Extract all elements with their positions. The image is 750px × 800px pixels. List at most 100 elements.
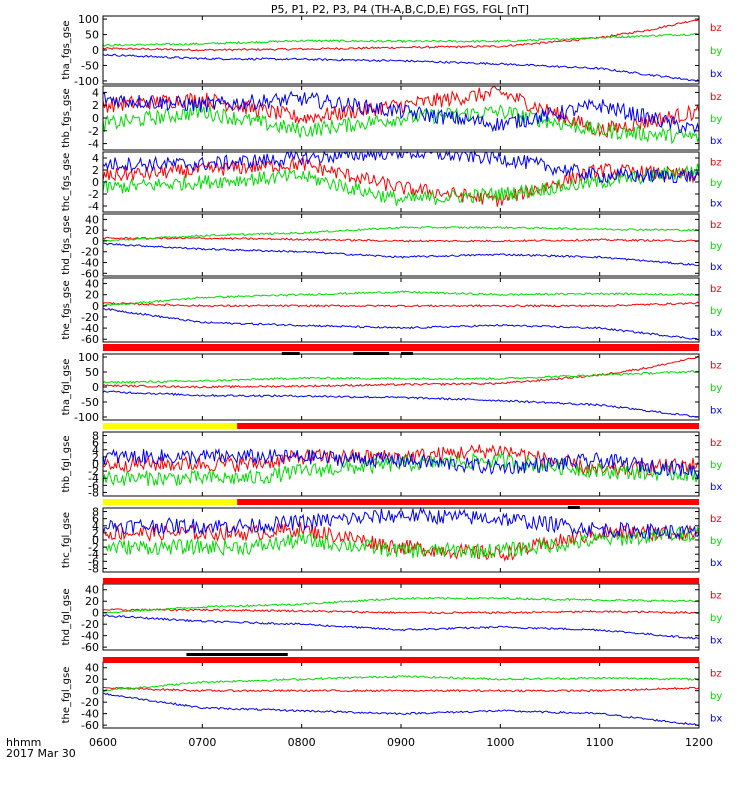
- panel-ylabel: tha_fgl_gse: [61, 359, 72, 416]
- legend-bx: bx: [710, 405, 722, 416]
- legend-bx: bx: [710, 328, 722, 339]
- panel-ylabel: thb_fgs_gse: [61, 88, 72, 147]
- legend-bx: bx: [710, 558, 722, 569]
- y-tick-label: -50: [81, 59, 99, 72]
- panel-ylabel: the_fgl_gse: [61, 667, 72, 724]
- y-tick-label: 0: [92, 44, 99, 57]
- y-tick-label: 100: [78, 13, 99, 26]
- y-tick-label: -4: [88, 138, 99, 151]
- y-tick-label: -60: [81, 333, 99, 346]
- y-tick-label: -4: [88, 472, 99, 485]
- y-tick-label: -100: [74, 411, 99, 424]
- y-tick-label: 20: [85, 595, 99, 608]
- flag-bar-segment: [103, 657, 699, 663]
- y-tick-label: 20: [85, 224, 99, 237]
- y-tick-label: 8: [92, 506, 99, 519]
- flag-bar-mark: [186, 653, 288, 656]
- y-tick-label: -40: [81, 257, 99, 270]
- series-bx-line: [102, 614, 700, 640]
- y-tick-label: 2: [92, 451, 99, 464]
- panel-ylabel: thd_fgs_gse: [61, 215, 72, 274]
- series-bx-line: [102, 307, 700, 341]
- legend-bx: bx: [710, 198, 722, 209]
- series-by-line: [102, 163, 700, 207]
- series-bz-line: [102, 522, 700, 562]
- panel-tha_fgs_gse: -100 -50 0 50 100 tha_fgs_gse bz by bx: [61, 13, 722, 88]
- y-tick-label: 2: [92, 527, 99, 540]
- series-bz-line: [102, 85, 700, 139]
- legend-bz: bz: [710, 514, 722, 525]
- panel-tha_fgl_gse: -100 -50 0 50 100 tha_fgl_gse bz by bx: [61, 351, 722, 424]
- y-tick-label: 4: [92, 520, 99, 533]
- panel-frame: [102, 277, 700, 343]
- series-bx-line: [102, 90, 700, 134]
- legend-bx: bx: [710, 262, 722, 273]
- legend-bx: bx: [710, 713, 722, 724]
- y-tick-label: 0: [92, 607, 99, 620]
- legend-bz: bz: [710, 158, 722, 169]
- y-tick-label: -40: [81, 708, 99, 721]
- y-tick-label: -40: [81, 630, 99, 643]
- panel-frame: [102, 661, 700, 729]
- flag-bar-segment: [103, 578, 699, 584]
- y-tick-label: -60: [81, 641, 99, 654]
- y-tick-label: 2: [92, 164, 99, 177]
- series-bx-line: [102, 692, 700, 726]
- x-tick-label: 0800: [288, 736, 316, 749]
- legend-by: by: [710, 306, 722, 317]
- y-tick-label: 0: [92, 235, 99, 248]
- y-tick-label: 40: [85, 213, 99, 226]
- plot-title: P5, P1, P2, P3, P4 (TH-A,B,C,D,E) FGS, F…: [271, 3, 529, 16]
- series-bx-line: [102, 53, 700, 83]
- y-tick-label: 0: [92, 176, 99, 189]
- y-tick-label: 6: [92, 513, 99, 526]
- legend-bz: bz: [710, 438, 722, 449]
- x-tick-label: 0900: [387, 736, 415, 749]
- y-tick-label: -2: [88, 465, 99, 478]
- y-tick-label: -4: [88, 200, 99, 213]
- legend-by: by: [710, 178, 722, 189]
- y-tick-label: 20: [85, 289, 99, 302]
- legend-by: by: [710, 460, 722, 471]
- panel-frame: [102, 213, 700, 277]
- series-by-line: [102, 290, 700, 308]
- legend-bx: bx: [710, 482, 722, 493]
- series-bx-line: [102, 447, 700, 481]
- y-tick-label: 40: [85, 584, 99, 597]
- legend-bz: bz: [710, 284, 722, 295]
- x-tick-label: 0700: [188, 736, 216, 749]
- series-by-line: [102, 451, 700, 487]
- series-by-line: [102, 370, 699, 384]
- legend-bz: bz: [710, 220, 722, 231]
- legend-bz: bz: [710, 92, 722, 103]
- y-tick-label: 4: [92, 444, 99, 457]
- panel-ylabel: thd_fgl_gse: [61, 589, 72, 646]
- y-tick-label: 0: [92, 381, 99, 394]
- series-bz-line: [102, 156, 700, 207]
- series-bz-line: [102, 608, 700, 615]
- series-by-line: [102, 675, 700, 692]
- x-tick-label: 1000: [486, 736, 514, 749]
- flag-bar-segment: [237, 423, 699, 429]
- y-tick-label: 2: [92, 99, 99, 112]
- y-tick-label: 4: [92, 152, 99, 165]
- series-bx-line: [102, 506, 700, 540]
- y-tick-label: -2: [88, 125, 99, 138]
- time-axis: 0600 0700 0800 0900 1000 1100 1200: [89, 736, 713, 749]
- legend-by: by: [710, 613, 722, 624]
- legend-bx: bx: [710, 69, 722, 80]
- y-tick-label: 40: [85, 662, 99, 675]
- legend-bx: bx: [710, 635, 722, 646]
- series-by-line: [102, 32, 700, 47]
- y-tick-label: 0: [92, 534, 99, 547]
- legend-by: by: [710, 46, 722, 57]
- flag-bar-segment: [103, 499, 238, 505]
- time-axis-label: hhmm: [6, 736, 41, 749]
- y-tick-label: -2: [88, 188, 99, 201]
- y-tick-label: 50: [85, 366, 99, 379]
- legend-bz: bz: [710, 361, 722, 372]
- panel-ylabel: the_fgs_gse: [61, 280, 72, 339]
